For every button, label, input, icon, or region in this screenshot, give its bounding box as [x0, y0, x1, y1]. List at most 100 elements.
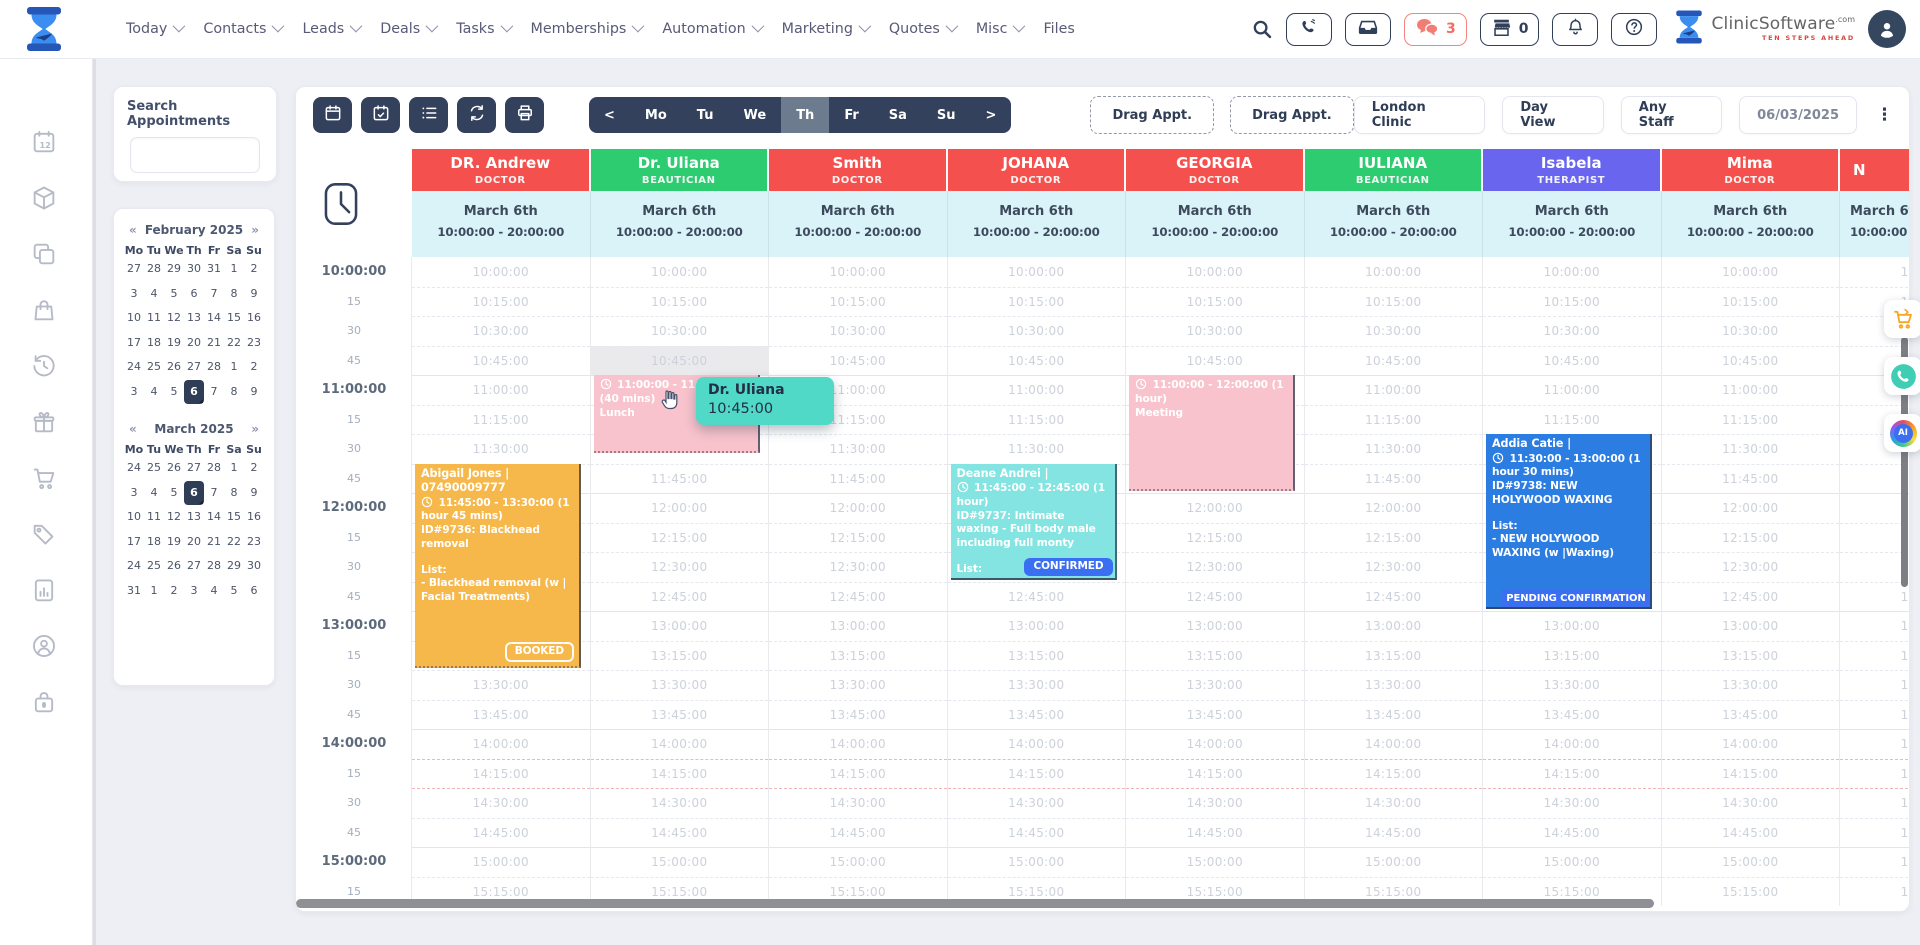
calendar-day[interactable]: 2: [250, 461, 258, 474]
calendar-day[interactable]: 27: [187, 360, 201, 373]
time-slot-cell[interactable]: 12:45:00: [1840, 581, 1909, 612]
time-slot-cell[interactable]: 12:15:00: [590, 522, 768, 553]
time-slot-cell[interactable]: 13:45:00: [769, 699, 947, 730]
time-slot-cell[interactable]: 12:00:00: [1661, 493, 1839, 523]
time-slot-cell[interactable]: 15:15:00: [412, 876, 590, 907]
clinicsoftware-logo[interactable]: ClinicSoftware.com TEN STEPS AHEAD: [1674, 10, 1855, 48]
time-slot-cell[interactable]: 10:00:00: [829, 264, 886, 279]
time-slot-cell[interactable]: 13:45:00: [1304, 699, 1482, 730]
next-month-arrow[interactable]: »: [251, 422, 259, 436]
nav-item-automation[interactable]: Automation: [662, 19, 764, 37]
time-slot-cell[interactable]: 10:45:00: [1661, 345, 1839, 376]
calendar-day[interactable]: 8: [230, 286, 238, 300]
time-slot-cell[interactable]: 12:15:00: [1661, 522, 1839, 553]
time-slot-cell[interactable]: 15:15:00: [769, 876, 947, 907]
time-slot-cell[interactable]: 12:15:00: [1304, 522, 1482, 553]
sidebar-lock-icon[interactable]: [30, 688, 60, 718]
time-slot-cell[interactable]: 13:45:00: [1126, 699, 1304, 730]
calendar-day[interactable]: 4: [150, 384, 158, 398]
time-slot-cell[interactable]: 10:30:00: [412, 316, 590, 346]
time-slot-cell[interactable]: 13:45:00: [412, 699, 590, 730]
toolbar-calendar-day-button[interactable]: [313, 97, 352, 133]
calendar-day[interactable]: 24: [127, 559, 141, 572]
time-slot-cell[interactable]: 11:15:00: [769, 404, 947, 435]
time-slot-cell[interactable]: 15:00:00: [769, 847, 947, 877]
staff-header[interactable]: N: [1840, 149, 1909, 191]
staff-header[interactable]: JOHANA DOCTOR: [947, 149, 1126, 191]
calendar-day[interactable]: 1: [230, 262, 238, 275]
calendar-day[interactable]: 25: [147, 360, 161, 373]
search-appointments-input[interactable]: [130, 137, 260, 173]
calendar-day[interactable]: 21: [207, 335, 221, 349]
calendar-day[interactable]: 27: [187, 461, 201, 474]
calendar-day[interactable]: 18: [147, 534, 161, 548]
time-slot-cell[interactable]: 10:45:00: [1304, 345, 1482, 376]
sidebar-report-icon[interactable]: [30, 576, 60, 606]
calendar-day[interactable]: 3: [130, 286, 138, 300]
time-slot-cell[interactable]: 13:30:00: [1483, 670, 1661, 700]
calendar-day[interactable]: 29: [227, 559, 241, 572]
calendar-day[interactable]: 5: [170, 286, 178, 300]
calendar-day[interactable]: 20: [187, 335, 201, 349]
sidebar-gift-icon[interactable]: [30, 408, 60, 438]
time-slot-cell[interactable]: 13:30:00: [1840, 670, 1909, 700]
time-slot-cell[interactable]: 14:30:00: [1126, 788, 1304, 818]
staff-header[interactable]: Isabela THERAPIST: [1483, 149, 1662, 191]
time-slot-cell[interactable]: 10:15:00: [1661, 286, 1839, 317]
calendar-day[interactable]: 16: [247, 510, 261, 523]
time-slot-cell[interactable]: 14:15:00: [1840, 758, 1909, 789]
time-slot-cell[interactable]: 10:45:00: [769, 345, 947, 376]
calendar-day[interactable]: 19: [167, 534, 181, 548]
time-slot-cell[interactable]: 13:30:00: [590, 670, 768, 700]
time-slot-cell[interactable]: 11:30:00: [412, 434, 590, 464]
time-slot-cell[interactable]: 11:15:00: [1661, 404, 1839, 435]
time-slot-cell[interactable]: 10:15:00: [412, 286, 590, 317]
calendar-day[interactable]: 27: [127, 262, 141, 275]
calendar-day[interactable]: 15: [227, 510, 241, 523]
time-slot-cell[interactable]: 14:45:00: [1126, 817, 1304, 848]
calendar-day[interactable]: 9: [250, 384, 258, 398]
next-month-arrow[interactable]: »: [251, 223, 259, 237]
time-slot-cell[interactable]: 10:30:00: [947, 316, 1125, 346]
time-slot-cell[interactable]: 15:00:00: [1840, 847, 1909, 877]
calendar-day[interactable]: 1: [230, 461, 238, 474]
time-slot-cell[interactable]: 12:15:00: [1126, 522, 1304, 553]
time-slot-cell[interactable]: 14:45:00: [947, 817, 1125, 848]
time-slot-cell[interactable]: 12:15:00: [1840, 522, 1909, 553]
time-slot-cell[interactable]: 10:30:00: [1483, 316, 1661, 346]
nav-item-files[interactable]: Files: [1043, 21, 1074, 37]
help-button[interactable]: [1611, 12, 1658, 46]
time-slot-cell[interactable]: 14:30:00: [1661, 788, 1839, 818]
weekday-prev-arrow[interactable]: <: [604, 107, 615, 123]
time-slot-cell[interactable]: 15:00:00: [1661, 847, 1839, 877]
time-slot-cell[interactable]: 11:45:00: [1661, 463, 1839, 494]
time-slot-cell[interactable]: 10:00:00: [1365, 264, 1422, 279]
time-slot-cell[interactable]: 10:45:00: [412, 345, 590, 376]
time-slot-cell[interactable]: 12:00:00: [1840, 493, 1909, 523]
user-avatar[interactable]: [1868, 10, 1906, 48]
nav-item-quotes[interactable]: Quotes: [889, 19, 959, 37]
calendar-day[interactable]: 4: [210, 583, 218, 597]
time-slot-cell[interactable]: 14:45:00: [590, 817, 768, 848]
chat-button[interactable]: 3: [1403, 12, 1467, 46]
time-slot-cell[interactable]: 14:00:00: [947, 729, 1125, 759]
appointment-block[interactable]: Deane Andrei | 11:45:00 - 12:45:00 (1 ho…: [950, 463, 1117, 580]
nav-item-tasks[interactable]: Tasks: [456, 19, 513, 37]
calendar-day[interactable]: 28: [207, 559, 221, 572]
calendar-day[interactable]: 21: [207, 534, 221, 548]
weekday-next-arrow[interactable]: >: [985, 107, 997, 123]
nav-item-leads[interactable]: Leads: [302, 19, 363, 37]
time-slot-cell[interactable]: 11:30:00: [769, 434, 947, 464]
calendar-day[interactable]: 3: [130, 384, 138, 398]
time-slot-cell[interactable]: 13:30:00: [769, 670, 947, 700]
time-slot-cell[interactable]: 13:00:00: [1304, 611, 1482, 641]
time-slot-cell[interactable]: 13:15:00: [1126, 640, 1304, 671]
time-slot-cell[interactable]: 13:15:00: [1661, 640, 1839, 671]
time-slot-cell[interactable]: 13:00:00: [769, 611, 947, 641]
calendar-day[interactable]: 6: [190, 286, 198, 300]
calendar-day[interactable]: 1: [230, 360, 238, 373]
staff-header[interactable]: Smith DOCTOR: [769, 149, 948, 191]
calendar-day[interactable]: 30: [247, 559, 261, 572]
calendar-day[interactable]: 29: [167, 262, 181, 275]
time-slot-cell[interactable]: 10:00:00: [1543, 264, 1600, 279]
